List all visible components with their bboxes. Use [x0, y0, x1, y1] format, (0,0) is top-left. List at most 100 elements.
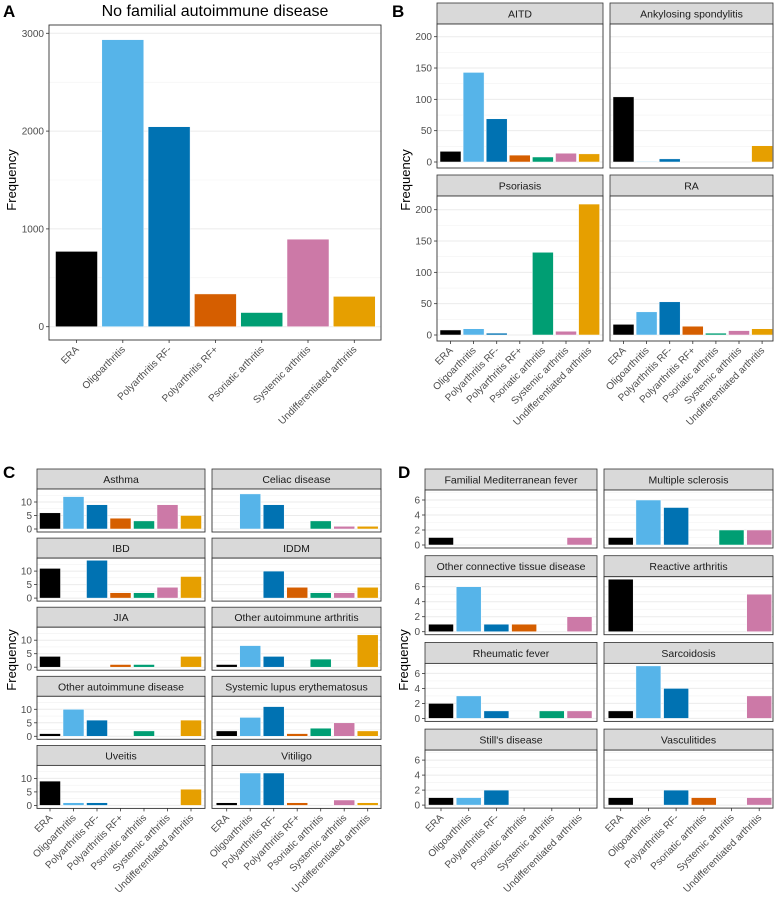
bar [39, 568, 61, 599]
panel-border [36, 695, 206, 740]
bar [133, 592, 155, 599]
bar [356, 526, 379, 530]
y-tick-label: 50 [421, 126, 433, 137]
bar [262, 706, 285, 737]
y-tick-label: 10 [21, 705, 33, 716]
panel-border [609, 195, 774, 342]
panel-label-d: D [398, 463, 410, 482]
plot-panel: 0100020003000ERAOligoarthritisPolyarthri… [22, 24, 382, 427]
bar [566, 616, 593, 632]
bar [240, 312, 283, 327]
bar [566, 537, 593, 546]
facet-panel: Reactive arthritis [603, 555, 774, 636]
panel-border [603, 749, 774, 809]
bar [215, 802, 238, 806]
bar [239, 645, 261, 668]
y-tick-label: 5 [26, 511, 32, 522]
bar [333, 799, 355, 806]
bar [612, 96, 635, 163]
y-tick-label: 10 [21, 636, 33, 647]
y-tick-label: 0 [26, 732, 32, 743]
facet-title: Other connective tissue disease [437, 561, 586, 573]
y-tick-label: 4 [414, 511, 420, 522]
panel-border [211, 695, 382, 740]
bar [455, 695, 482, 719]
bar [62, 802, 85, 806]
facet-panel: Multiple sclerosis [603, 468, 774, 549]
bar [691, 797, 717, 806]
bar [39, 733, 61, 737]
panel-border [211, 626, 382, 671]
y-tick-label: 5 [26, 787, 32, 798]
y-tick-label: 10 [21, 498, 33, 509]
bar [728, 330, 750, 336]
panel-background [37, 765, 205, 809]
bar [485, 118, 508, 163]
bar [180, 719, 202, 737]
bar [483, 789, 510, 806]
bar [462, 72, 485, 163]
bar [718, 529, 745, 546]
bar [356, 802, 379, 806]
bar [455, 797, 482, 806]
bar [180, 515, 202, 530]
facet-panel: Uveitis0510ERAOligoarthritisPolyarthriti… [21, 745, 206, 895]
bar [356, 730, 379, 737]
y-tick-label: 5 [26, 649, 32, 660]
facet-panel: IBD 0 5 10 [21, 537, 206, 605]
bar [635, 311, 658, 336]
bar [194, 293, 237, 327]
facet-title: Psoriasis [499, 181, 542, 193]
facet-title: RA [684, 181, 699, 193]
bar [485, 332, 508, 336]
x-tick-label: Oligoarthritis [80, 344, 127, 391]
bar [215, 730, 238, 737]
bar [55, 251, 98, 327]
bar [356, 634, 379, 668]
bar [286, 238, 330, 327]
bar [147, 126, 191, 327]
y-axis-title: Frequency [4, 629, 19, 691]
bar [578, 153, 600, 163]
y-tick-label: 0 [426, 158, 432, 169]
y-tick-label: 200 [415, 205, 432, 216]
facet-panel: Ankylosing spondylitis [609, 2, 774, 169]
bar [663, 789, 689, 806]
chart-title: No familial autoimmune disease [102, 3, 329, 20]
bar [86, 504, 108, 530]
panel-border [36, 557, 206, 602]
bar [511, 623, 537, 632]
y-tick-label: 5 [26, 580, 32, 591]
facet-title: IBD [112, 543, 130, 555]
facet-title: AITD [508, 9, 532, 21]
y-tick-label: 0 [414, 627, 420, 638]
bar [658, 158, 681, 163]
bar [286, 733, 308, 737]
bar [746, 797, 772, 806]
bar [86, 802, 108, 806]
y-tick-label: 0 [426, 331, 432, 342]
facet-panel: VasculitidesERAOligoarthritisPolyarthrit… [603, 728, 774, 895]
bar [428, 797, 454, 806]
x-tick-label: ERA [59, 344, 82, 367]
facet-title: Familial Mediterranean fever [444, 475, 578, 487]
bar [262, 772, 285, 806]
bar [751, 328, 773, 336]
panel-border [36, 764, 206, 809]
facet-panel: AITD 0 50 100 150 200 [415, 2, 604, 169]
bar [555, 330, 577, 336]
bar [333, 526, 355, 530]
bar [746, 593, 772, 632]
bar [133, 730, 155, 737]
facet-title: IDDM [283, 543, 310, 555]
y-tick-label: 0 [26, 594, 32, 605]
panel-label-a: A [3, 2, 15, 21]
bar [439, 151, 462, 163]
y-tick-label: 6 [414, 582, 420, 593]
bar [555, 152, 577, 163]
bar [309, 658, 332, 668]
bar [483, 623, 510, 632]
bar [215, 664, 238, 668]
facet-panel: IDDM [211, 537, 382, 602]
